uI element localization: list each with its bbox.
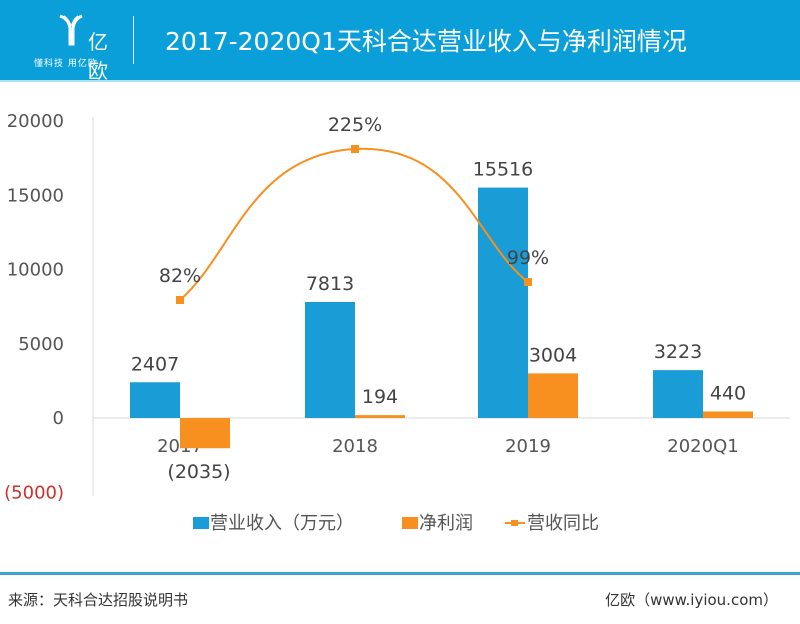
- net-profit-bar: [703, 411, 753, 418]
- growth-label: 99%: [507, 247, 549, 269]
- revenue-bar: [130, 382, 180, 418]
- revenue-label: 15516: [473, 159, 533, 181]
- revenue-label: 7813: [306, 273, 354, 295]
- growth-point: [524, 278, 532, 287]
- revenue-bar: [305, 301, 355, 418]
- header-banner: 亿欧 懂科技 用亿欧 2017-2020Q1天科合达营业收入与净利润情况: [0, 0, 800, 83]
- source-note: 来源：天科合达招股说明书: [8, 591, 189, 609]
- legend-net-label: 净利润: [419, 513, 473, 534]
- data-labels: 2407 (2035) 7813 194 15516 3004 3223 440 82% 225%…: [131, 114, 746, 483]
- growth-point: [176, 296, 184, 304]
- yiou-logo-icon: [59, 14, 83, 46]
- legend-revenue-swatch: [193, 517, 209, 529]
- y-tick-label: 10000: [7, 260, 64, 281]
- legend-growth-marker: [511, 520, 518, 526]
- net-profit-label: 194: [362, 386, 398, 408]
- revenue-label: 2407: [131, 353, 179, 375]
- logo-slogan: 懂科技 用亿欧: [34, 59, 98, 69]
- revenue-bar: [653, 370, 703, 418]
- legend: 营业收入（万元） 净利润 营收同比: [193, 513, 599, 534]
- bars: [130, 187, 753, 449]
- legend-net-swatch: [402, 517, 418, 529]
- net-profit-label: (2035): [167, 461, 230, 483]
- yiou-logo: 亿欧 懂科技 用亿欧: [30, 14, 110, 83]
- x-tick-label: 2019: [505, 436, 551, 457]
- net-profit-label: 3004: [529, 344, 577, 366]
- logo-text: 亿欧: [88, 30, 108, 83]
- revenue-bar: [478, 187, 528, 418]
- y-tick-label: 5000: [18, 334, 64, 355]
- net-profit-bar: [528, 373, 578, 418]
- legend-growth-label: 营收同比: [527, 513, 599, 534]
- growth-line: [176, 145, 532, 304]
- net-profit-bar: [180, 418, 230, 449]
- net-profit-label: 440: [710, 382, 746, 404]
- growth-label: 225%: [328, 114, 382, 136]
- net-profit-bar: [355, 415, 405, 418]
- y-axis: 20000 15000 10000 5000 0 (5000): [4, 111, 94, 503]
- page-title: 2017-2020Q1天科合达营业收入与净利润情况: [165, 27, 687, 56]
- legend-revenue-label: 营业收入（万元）: [210, 513, 354, 534]
- x-tick-label: 2018: [332, 436, 378, 457]
- brand-credit: 亿欧（www.iyiou.com）: [605, 591, 778, 609]
- footer-divider: [0, 572, 800, 575]
- y-tick-label: (5000): [4, 482, 64, 503]
- revenue-label: 3223: [654, 341, 702, 363]
- header-bottom-border: [0, 80, 800, 82]
- growth-point: [351, 145, 359, 153]
- x-tick-label: 2020Q1: [667, 436, 738, 457]
- y-tick-label: 0: [53, 408, 64, 429]
- y-tick-label: 20000: [7, 111, 64, 132]
- header-divider: [133, 16, 134, 64]
- y-tick-label: 15000: [7, 185, 64, 206]
- growth-label: 82%: [159, 265, 201, 287]
